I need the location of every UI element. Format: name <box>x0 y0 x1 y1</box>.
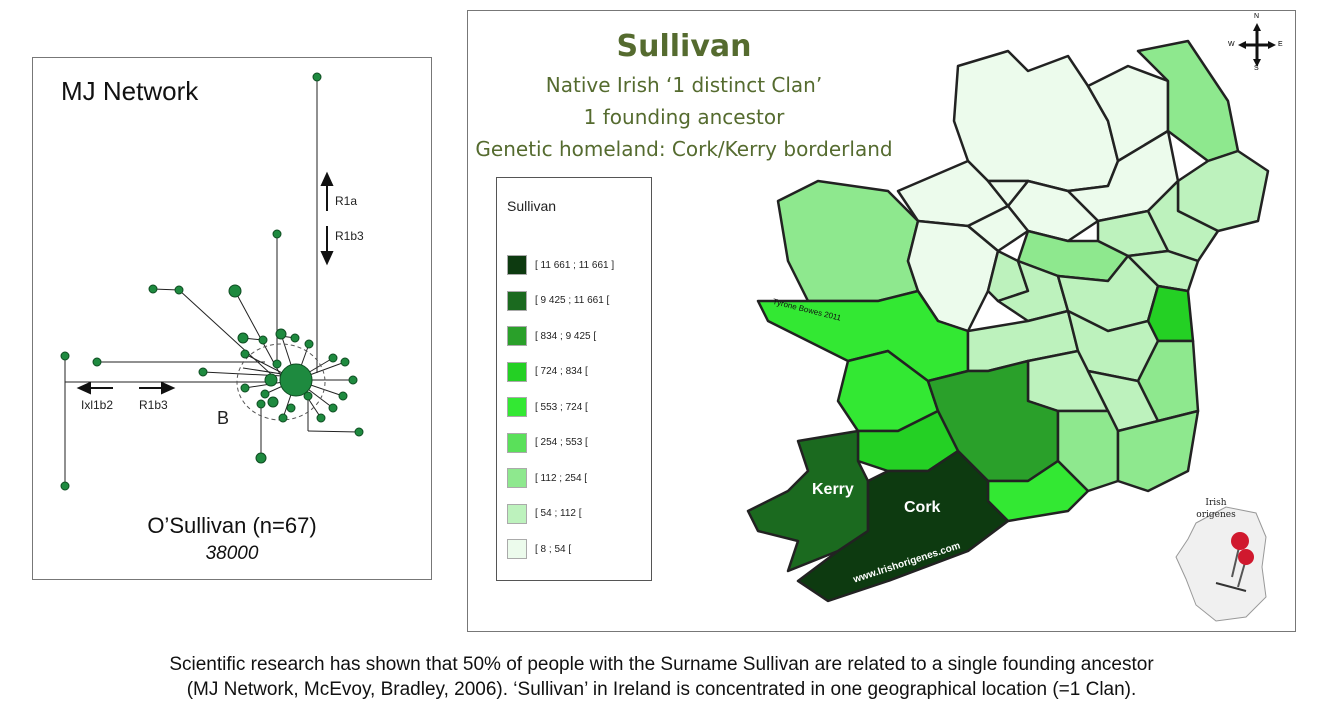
legend-item: [ 54 ; 112 [ <box>507 503 582 525</box>
r1a-arrow-label: R1a <box>335 194 358 208</box>
network-subcaption: 38000 <box>205 543 259 564</box>
legend-label: [ 8 ; 54 [ <box>535 543 572 555</box>
compass-south: S <box>1254 65 1259 72</box>
county-leitrim <box>966 179 1030 253</box>
legend-swatch <box>507 290 527 311</box>
legend-swatch <box>507 468 527 488</box>
legend-label: [ 54 ; 112 [ <box>535 508 582 519</box>
legend-swatch <box>507 326 527 346</box>
legend-item: [ 254 ; 553 [ <box>507 432 588 454</box>
map-title: Sullivan <box>616 29 752 64</box>
legend-item: [ 724 ; 834 [ <box>507 361 588 383</box>
r1b3-horizontal-arrow-label: R1b3 <box>139 398 168 412</box>
legend-label: [ 112 ; 254 [ <box>535 472 588 484</box>
legend-item: [ 834 ; 9 425 [ <box>507 325 596 347</box>
logo-map-icon <box>1175 506 1267 622</box>
compass-north: N <box>1254 13 1260 20</box>
legend-label: [ 724 ; 834 [ <box>535 366 588 377</box>
legend-swatch <box>507 503 527 524</box>
county-label-cork: Cork <box>904 499 941 516</box>
compass-icon <box>1238 23 1276 67</box>
compass-rose: N S W E <box>1228 13 1283 73</box>
legend-item: [ 112 ; 254 [ <box>507 467 587 489</box>
county-label-kerry: Kerry <box>812 481 854 498</box>
sullivan-map-panel: Sullivan Native Irish ‘1 distinct Clan’ … <box>467 10 1296 632</box>
ixl1b2-arrow-label: Ixl1b2 <box>81 398 114 412</box>
legend-label: [ 11 661 ; 11 661 ] <box>535 259 615 271</box>
mj-network-panel: MJ Network <box>32 57 432 580</box>
legend-item: [ 8 ; 54 [ <box>507 538 571 560</box>
county-mayo <box>776 179 920 303</box>
compass-east: E <box>1278 41 1283 48</box>
map-legend: Sullivan [ 11 661 ; 11 661 ] [ 9 425 ; 11… <box>496 177 652 581</box>
legend-item: [ 11 661 ; 11 661 ] <box>507 254 614 276</box>
map-subtitle-homeland: Genetic homeland: Cork/Kerry borderland <box>475 137 893 161</box>
map-subtitle-ancestor: 1 founding ancestor <box>583 105 785 129</box>
legend-swatch <box>507 397 527 417</box>
legend-label: [ 553 ; 724 [ <box>535 401 588 413</box>
county-kerry <box>746 429 870 573</box>
county-wexford <box>1116 409 1200 493</box>
ireland-map <box>746 39 1270 603</box>
map-subtitle-clan: Native Irish ‘1 distinct Clan’ <box>545 73 823 97</box>
legend-label: [ 834 ; 9 425 [ <box>535 330 597 342</box>
legend-title: Sullivan <box>507 198 557 214</box>
footer-line-2: (MJ Network, McEvoy, Bradley, 2006). ‘Su… <box>186 679 1137 700</box>
legend-swatch <box>507 255 527 275</box>
compass-west: W <box>1228 41 1235 48</box>
irish-origenes-logo: Irish origenes <box>1166 487 1286 627</box>
network-caption: O’Sullivan (n=67) <box>147 513 317 538</box>
cluster-label: B <box>217 408 230 428</box>
legend-swatch <box>507 432 527 453</box>
legend-label: [ 254 ; 553 [ <box>535 437 588 448</box>
legend-item: [ 9 425 ; 11 661 [ <box>507 290 609 312</box>
county-cork <box>796 449 1010 603</box>
network-diagram <box>60 72 364 491</box>
legend-item: [ 553 ; 724 [ <box>507 396 588 418</box>
network-title: MJ Network <box>61 76 199 106</box>
logo-text: Irish origenes <box>1196 498 1236 520</box>
footer-line-1: Scientific research has shown that 50% o… <box>169 654 1154 675</box>
legend-swatch <box>507 361 527 382</box>
r1b3-vertical-arrow-label: R1b3 <box>335 229 364 243</box>
legend-label: [ 9 425 ; 11 661 [ <box>535 295 610 306</box>
legend-swatch <box>507 539 527 559</box>
